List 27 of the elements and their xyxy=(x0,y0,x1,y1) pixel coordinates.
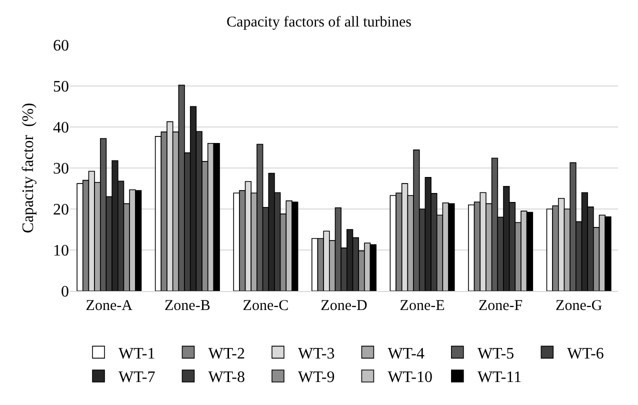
legend-label: WT-9 xyxy=(298,369,335,386)
x-tick-label: Zone-B xyxy=(164,298,210,314)
legend-label: WT-4 xyxy=(388,345,424,362)
legend-label: WT-1 xyxy=(118,345,156,362)
y-tick-label: 10 xyxy=(53,242,69,260)
x-tick-label: Zone-A xyxy=(86,298,133,314)
legend-label: WT-7 xyxy=(118,369,156,386)
x-tick-label: Zone-G xyxy=(556,298,602,314)
y-tick-label: 40 xyxy=(53,120,69,137)
legend-label: WT-11 xyxy=(477,369,522,386)
x-tick-label: Zone-E xyxy=(400,298,445,314)
legend-label: WT-5 xyxy=(477,345,514,362)
x-tick-label: Zone-D xyxy=(320,298,368,314)
legend-label: WT-8 xyxy=(208,369,245,386)
y-tick-label: 30 xyxy=(53,160,69,178)
y-tick-label: 0 xyxy=(61,284,69,301)
y-tick-label: 60 xyxy=(53,38,69,55)
y-axis-title: Capacity factor (%) xyxy=(20,102,37,234)
y-tick-label: 20 xyxy=(53,202,69,219)
legend-label: WT-10 xyxy=(388,369,432,386)
y-tick-label: 50 xyxy=(53,78,69,96)
chart-title: Capacity factors of all turbines xyxy=(226,14,412,31)
x-tick-label: Zone-C xyxy=(242,298,289,314)
x-tick-label: Zone-F xyxy=(478,298,523,314)
legend-label: WT-2 xyxy=(208,345,245,362)
legend-label: WT-3 xyxy=(298,345,335,362)
legend-label: WT-6 xyxy=(567,345,604,362)
